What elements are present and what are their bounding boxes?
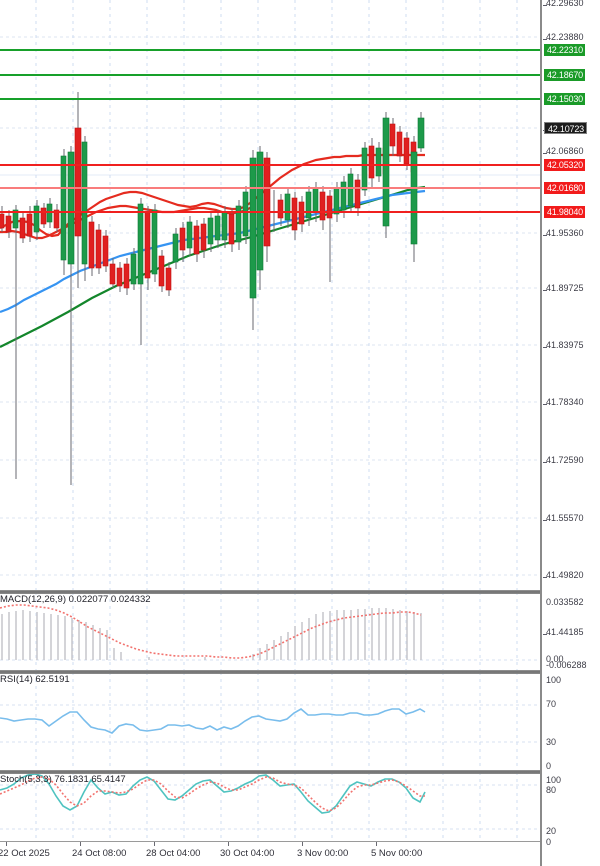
axis-tick-label: 41.89725 [546,283,584,293]
support-tag-3[interactable]: 41.98040 [544,206,585,218]
macd-pane-separator [0,590,540,594]
time-axis-label: 28 Oct 04:00 [146,848,201,859]
time-axis-label: 3 Nov 00:00 [297,848,349,859]
axis-tick-label: 41.55570 [546,513,584,523]
axis-tick-label: 42.06860 [546,146,584,156]
time-axis[interactable]: 22 Oct 2025 24 Oct 08:00 28 Oct 04:00 30… [0,841,540,866]
axis-tick-label: 41.72590 [546,455,584,465]
support-line-3 [0,211,540,213]
rsi-axis-label-30: 30 [546,737,557,747]
resistance-line-2 [0,74,540,76]
price-series [0,92,426,485]
axis-tick-label: 41.49820 [546,570,584,580]
resistance-tag-2[interactable]: 42.18670 [544,69,585,81]
stoch-axis-label-80: 80 [546,785,557,795]
macd-signal-line [0,604,422,659]
macd-series [0,604,422,660]
stoch-grid [0,772,540,841]
macd-grid [0,592,540,672]
macd-pane[interactable]: MACD(12,26,9) 0.022077 0.024332 [0,592,540,672]
stoch-series [0,773,426,814]
axis-tick-label: 41.44185 [546,627,584,637]
stoch-axis-label-0: 0 [546,837,552,847]
time-axis-label: 24 Oct 08:00 [72,848,127,859]
time-axis-label: 5 Nov 00:00 [371,848,423,859]
resistance-tag-3[interactable]: 42.15030 [544,93,585,105]
axis-tick-label: 41.78340 [546,397,584,407]
axis-tick-label: 41.95360 [546,228,584,238]
macd-header: MACD(12,26,9) 0.022077 0.024332 [0,594,151,605]
rsi-pane[interactable]: RSI(14) 62.5191 [0,672,540,772]
macd-axis-label-max: 0.033582 [546,597,584,607]
ma-fast-line-left [0,204,253,240]
axis-tick-dash [543,520,547,521]
rsi-axis-label-0: 0 [546,761,552,771]
axis-tick: 41.49820 [543,570,584,580]
axis-tick-label: 42.29630 [546,0,584,8]
resistance-line-1 [0,49,540,51]
support-line-2 [0,187,540,189]
axis-tick: 41.44185 [543,627,584,637]
axis-tick-label: 41.83975 [546,340,584,350]
rsi-pane-separator [0,670,540,674]
time-axis-label: 30 Oct 04:00 [220,848,275,859]
rsi-axis-label-70: 70 [546,699,557,709]
stoch-axis-label-20: 20 [546,826,557,836]
time-axis-label: 22 Oct 2025 [0,848,50,859]
axis-tick-label: 42.23880 [546,32,584,42]
stoch-pane-separator [0,770,540,774]
last-price-tag[interactable]: 42.10723 [544,122,587,134]
macd-histogram [1,608,422,660]
stoch-pane[interactable]: Stoch(5,3,3) 76.1831 65.4147 [0,772,540,841]
rsi-header: RSI(14) 62.5191 [0,674,70,685]
stoch-d-line [0,776,425,812]
resistance-tag-1[interactable]: 42.22310 [544,44,585,56]
resistance-line-3 [0,98,540,100]
support-tag-1[interactable]: 42.05320 [544,159,585,171]
macd-axis-label-zero: 0.00 [546,654,564,664]
rsi-axis-label-100: 100 [546,675,562,685]
candlestick-series [0,92,425,485]
rsi-series [0,708,426,734]
stoch-header: Stoch(5,3,3) 76.1831 65.4147 [0,774,126,785]
axis-tick-dash [543,634,547,635]
axis-tick: 41.55570 [543,513,584,523]
price-axis[interactable]: 42.29630 42.23880 42.12495 42.06860 41.9… [540,0,600,866]
price-pane[interactable] [0,0,540,592]
macd-axis-label-min: -0.006288 [546,660,587,670]
support-tag-2[interactable]: 42.01680 [544,182,585,194]
rsi-line [0,708,426,734]
support-line-1 [0,164,540,166]
axis-tick-dash [543,577,547,578]
stoch-axis-label-100: 100 [546,775,562,785]
rsi-grid [0,672,540,772]
